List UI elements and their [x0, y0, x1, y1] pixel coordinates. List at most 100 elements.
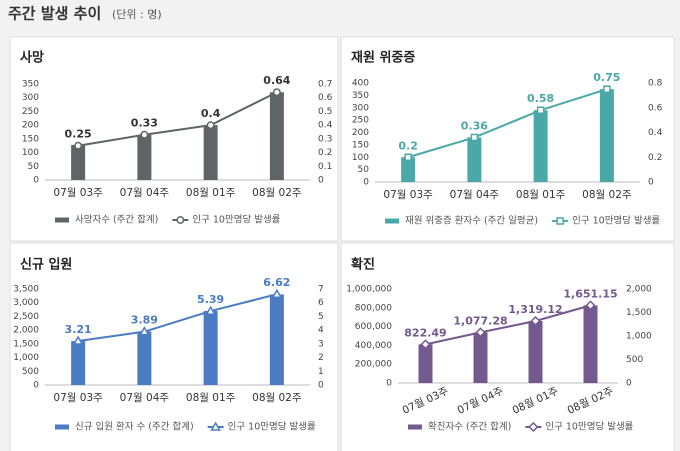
y2-tick-label: 0 [318, 176, 324, 186]
y-tick-label: 1,500 [13, 339, 39, 349]
y2-tick-label: 6 [318, 298, 324, 308]
line-marker [72, 335, 84, 345]
data-label: 6.62 [263, 276, 290, 289]
bar [269, 92, 284, 180]
line [407, 88, 608, 159]
bar [203, 310, 218, 385]
legend-label: 사망자수 (주간 합계) [75, 214, 158, 226]
x-tick-label: 08월 02주 [582, 189, 632, 201]
y-tick-label: 400,000 [355, 341, 392, 351]
panel [340, 36, 675, 242]
y2-tick-label: 0.1 [318, 162, 332, 172]
bar [401, 157, 416, 182]
legend-label: 인구 10만명당 발생률 [192, 215, 280, 226]
line-marker [140, 130, 149, 139]
y-tick-label: 250 [352, 116, 369, 126]
legend-label: 재원 위중증 환자수 (주간 일평균) [405, 215, 538, 227]
panel [340, 242, 675, 451]
data-label: 1,077.28 [453, 314, 507, 327]
y-tick-label: 0 [386, 379, 392, 389]
x-tick-label: 07월 04주 [120, 187, 170, 199]
line-marker [139, 326, 150, 336]
y-tick-label: 1,000 [13, 353, 39, 363]
bar [71, 341, 86, 385]
y-tick-label: 500 [22, 367, 39, 377]
y2-tick-label: 0.3 [318, 134, 332, 144]
bar [473, 332, 488, 383]
y-tick-label: 0 [33, 381, 39, 391]
legend-swatch [55, 217, 69, 223]
y2-tick-label: 0.4 [318, 121, 333, 131]
y-tick-label: 100 [352, 153, 369, 163]
data-label: 0.36 [461, 119, 488, 132]
y-tick-label: 200,000 [355, 360, 392, 370]
legend-marker [210, 421, 221, 431]
y2-tick-label: 3 [318, 339, 324, 349]
line-marker [470, 133, 479, 142]
y2-tick-label: 0 [648, 178, 654, 188]
legend-label: 인구 10만명당 발생률 [545, 422, 633, 433]
y-tick-label: 1,000,000 [346, 285, 392, 295]
y2-tick-label: 5 [318, 312, 324, 322]
bar [137, 134, 152, 180]
data-label: 3.89 [131, 314, 158, 327]
legend-label: 신규 입원 환자 수 (주간 합계) [75, 421, 194, 433]
panel [9, 36, 339, 242]
y-tick-label: 0 [363, 178, 369, 188]
bar [71, 144, 86, 180]
line-marker [404, 153, 412, 161]
bar [599, 89, 614, 182]
y-tick-label: 0 [33, 176, 39, 186]
bar [269, 294, 284, 385]
y2-tick-label: 0.2 [318, 148, 332, 158]
y-tick-label: 250 [22, 107, 39, 117]
legend-marker [528, 421, 539, 433]
page-unit: (단위 : 명) [112, 8, 162, 21]
x-tick-label: 07월 04주 [120, 392, 170, 404]
line [425, 304, 591, 346]
chart-title: 사망 [20, 50, 44, 66]
y2-tick-label: 1,500 [626, 308, 652, 318]
bar [528, 320, 543, 383]
x-tick-label: 08월 02주 [252, 187, 302, 199]
chart-title: 신규 입원 [20, 258, 72, 273]
bar [583, 305, 598, 383]
y-tick-label: 2,000 [13, 326, 39, 336]
line [77, 293, 278, 342]
page-title: 주간 발생 추이 [8, 5, 101, 23]
bar [137, 331, 152, 385]
data-label: 3.21 [65, 323, 92, 336]
line-marker [205, 305, 216, 315]
y2-tick-label: 500 [626, 355, 643, 365]
y2-tick-label: 0.8 [648, 79, 663, 89]
y-tick-label: 150 [22, 134, 39, 144]
line-marker [420, 339, 431, 350]
y2-tick-label: 0.7 [318, 80, 332, 90]
y-tick-label: 200 [22, 121, 39, 131]
data-label: 0.64 [263, 74, 290, 87]
y-tick-label: 300 [22, 93, 39, 103]
y-tick-label: 300 [352, 103, 369, 113]
line-marker [536, 106, 545, 114]
data-label: 1,319.12 [508, 303, 562, 316]
x-tick-label: 08월 01주 [516, 189, 566, 201]
x-tick-label: 07월 03주 [53, 392, 103, 404]
legend-marker [176, 216, 185, 224]
y-tick-label: 400 [352, 79, 369, 89]
y2-tick-label: 1 [318, 367, 324, 377]
y2-tick-label: 0 [318, 381, 324, 391]
y2-tick-label: 4 [318, 326, 324, 336]
y-tick-label: 800,000 [355, 303, 392, 313]
y-tick-label: 50 [28, 162, 40, 172]
line-marker [585, 300, 596, 311]
legend-label: 확진자수 (주간 합계) [428, 421, 511, 433]
legend-label: 인구 10만명당 발생률 [228, 422, 316, 433]
line-marker [271, 288, 283, 298]
chart-title: 확진 [351, 257, 375, 273]
bar [203, 125, 218, 180]
line [77, 91, 278, 147]
y2-tick-label: 2,000 [626, 285, 652, 295]
y-tick-label: 3,000 [13, 298, 39, 308]
